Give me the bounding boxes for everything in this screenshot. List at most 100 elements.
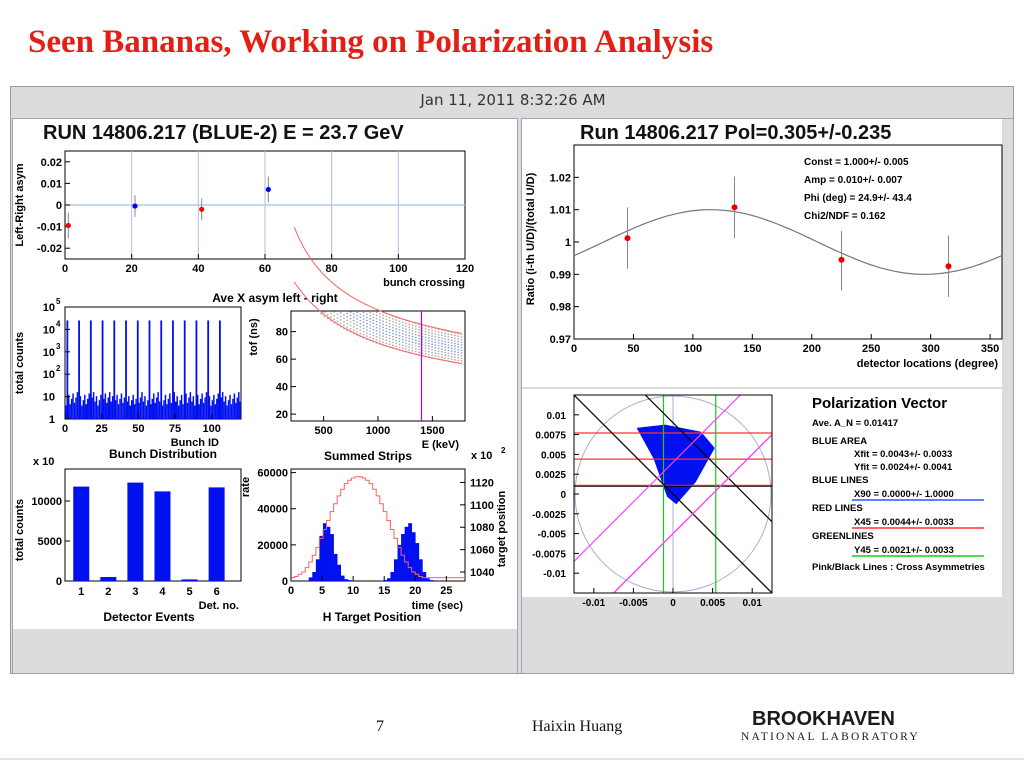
bunch-bar (164, 394, 167, 419)
x-tick-label: 15 (378, 585, 390, 597)
bunch-bar (227, 400, 230, 419)
strip-event (385, 315, 388, 318)
strip-event (362, 337, 365, 339)
strip-event (421, 349, 424, 351)
y-tick-label: 80 (276, 327, 288, 339)
strip-event (356, 324, 358, 327)
strip-event (359, 316, 362, 319)
strip-event (339, 312, 342, 314)
strip-event (411, 347, 414, 349)
strip-event (441, 348, 443, 350)
strip-event (408, 323, 411, 325)
strip-event (421, 324, 424, 326)
stats-box (798, 151, 998, 231)
strip-event (356, 315, 358, 317)
strip-event (460, 341, 463, 343)
strip-event (411, 344, 414, 346)
strip-event (444, 354, 446, 356)
strip-event (411, 341, 414, 343)
strip-event (356, 311, 358, 314)
strip-event (454, 345, 456, 347)
strip-event (372, 319, 375, 321)
strip-event (450, 334, 453, 336)
strip-event (392, 330, 394, 332)
right-analysis-pane: Run 14806.217 Pol=0.305+/-0.235 0 50 100 15… (521, 118, 1014, 674)
strip-event (366, 332, 368, 334)
data-point (132, 203, 138, 209)
strip-event (408, 346, 411, 348)
strip-event (372, 331, 375, 334)
y-axis-label: Ratio (i-th U/D)/(total U/D) (525, 172, 537, 305)
bunch-bar (133, 404, 136, 419)
x-tick-label: 80 (326, 263, 338, 275)
strip-event (457, 335, 459, 337)
left-analysis-pane: RUN 14806.217 (BLUE-2) E = 23.7 GeV 0 20 4… (12, 118, 518, 674)
plot-title: H Target Position (323, 610, 421, 624)
strip-event (444, 346, 446, 348)
strip-event (401, 336, 404, 338)
strip-event (428, 331, 430, 334)
strip-event (450, 345, 453, 347)
bunch-bar (144, 396, 146, 419)
y-tick-label: 10 (43, 324, 55, 336)
plot-title: Summed Strips (324, 449, 412, 463)
strip-event (460, 336, 463, 338)
strip-event (437, 353, 440, 355)
bunch-bar (91, 397, 93, 419)
strip-event (434, 355, 437, 357)
strip-event (369, 333, 371, 336)
strip-event (424, 333, 427, 336)
strip-event (379, 319, 381, 321)
y-axis-label: Left-Right asym (14, 163, 26, 246)
x-tick-label: 350 (981, 343, 999, 355)
strip-event (339, 326, 342, 328)
strip-event (385, 339, 388, 341)
strip-event (460, 349, 463, 351)
strip-event (437, 347, 440, 350)
x-tick-label: 0 (62, 263, 68, 275)
strip-event (346, 319, 349, 321)
strip-event (428, 329, 430, 331)
x-tick-label: 150 (743, 343, 761, 355)
x-tick-label: 10 (347, 585, 359, 597)
strip-event (460, 346, 463, 349)
strip-event (460, 352, 463, 354)
strip-event (460, 344, 463, 346)
y-tick-label: 60000 (257, 468, 288, 480)
strip-event (428, 353, 430, 356)
strip-event (372, 325, 375, 328)
strip-event (401, 324, 404, 326)
x-tick-label: 5 (319, 585, 325, 597)
bunch-bar (160, 320, 163, 419)
legend-y45: Y45 = 0.0021+/- 0.0033 (854, 545, 954, 556)
right-header: Run 14806.217 Pol=0.305+/-0.235 (580, 122, 891, 144)
strip-event (349, 311, 352, 313)
strip-event (411, 321, 414, 324)
strip-event (382, 335, 384, 337)
rate-bar (326, 526, 331, 581)
strip-event (421, 338, 424, 340)
y-tick-label: 0 (282, 576, 288, 588)
x-tick-label: 75 (169, 423, 181, 435)
x-tick-label: 5 (186, 586, 192, 598)
strip-event (343, 324, 345, 326)
bunch-bar (202, 402, 205, 419)
legend-ave: Ave. A_N = 0.01417 (812, 418, 898, 429)
strip-event (359, 329, 362, 331)
rate-bar (425, 578, 430, 581)
bunch-bar (131, 400, 133, 419)
strip-event (343, 317, 345, 320)
strip-event (414, 336, 417, 339)
strip-event (336, 317, 339, 319)
y-tick-label: 0.01 (41, 178, 62, 190)
strip-event (437, 334, 440, 336)
strip-event (349, 314, 352, 317)
strip-event (444, 343, 446, 346)
strip-event (388, 320, 391, 322)
strip-event (444, 351, 446, 354)
strip-event (428, 340, 430, 342)
y-tick-exponent: 2 (56, 364, 61, 373)
strip-event (447, 347, 450, 349)
strip-event (352, 329, 355, 331)
strip-event (356, 331, 358, 333)
